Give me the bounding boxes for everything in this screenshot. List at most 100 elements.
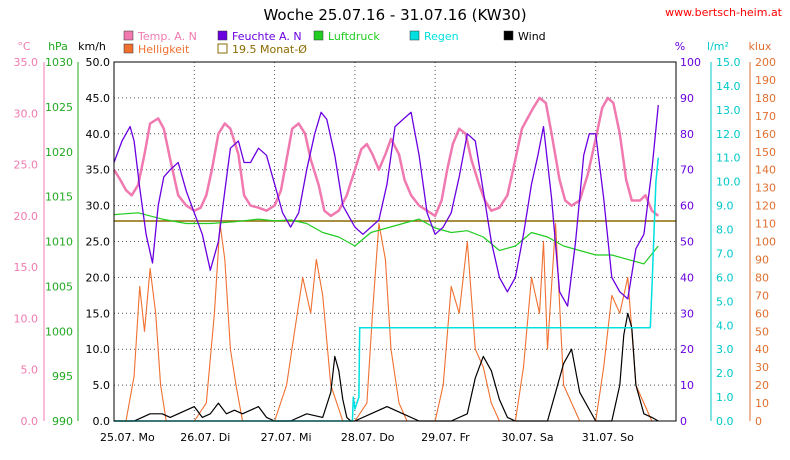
x-tick-label: 31.07. So xyxy=(582,431,634,444)
pressure-tick-label: 1010 xyxy=(45,236,73,249)
x-tick-label: 25.07. Mo xyxy=(100,431,155,444)
wind-tick-label: 5.0 xyxy=(93,379,111,392)
humidity-tick-label: 20 xyxy=(680,343,694,356)
lux-unit-label: klux xyxy=(749,40,772,53)
grid xyxy=(114,62,676,421)
lux-tick-label: 180 xyxy=(755,92,776,105)
legend-label: Helligkeit xyxy=(138,43,190,56)
humidity-tick-label: 0 xyxy=(680,415,687,428)
legend-label: Luftdruck xyxy=(328,30,380,43)
series-line-luftdruck xyxy=(113,212,659,265)
rain-tick-label: 4.0 xyxy=(716,319,734,332)
wind-tick-label: 45.0 xyxy=(86,92,111,105)
rain-tick-label: 3.0 xyxy=(716,343,734,356)
rain-tick-label: 14.0 xyxy=(716,80,741,93)
pressure-tick-label: 995 xyxy=(52,370,73,383)
legend-swatch xyxy=(123,43,134,54)
legend-label: Wind xyxy=(518,30,546,43)
humidity-tick-label: 30 xyxy=(680,307,694,320)
rain-tick-label: 8.0 xyxy=(716,224,734,237)
temp-unit-label: °C xyxy=(17,40,31,53)
humidity-tick-label: 60 xyxy=(680,200,694,213)
x-tick-label: 30.07. Sa xyxy=(501,431,553,444)
temp-tick-label: 35.0 xyxy=(14,56,39,69)
pressure-unit-label: hPa xyxy=(48,40,68,53)
rain-tick-label: 12.0 xyxy=(716,128,741,141)
humidity-tick-label: 40 xyxy=(680,271,694,284)
wind-tick-label: 10.0 xyxy=(86,343,111,356)
lux-tick-label: 190 xyxy=(755,74,776,87)
x-tick-label: 26.07. Di xyxy=(180,431,230,444)
legend-swatch xyxy=(217,43,228,54)
lux-tick-label: 0 xyxy=(755,415,762,428)
legend-swatch xyxy=(409,30,420,41)
legend-label: Temp. A. N xyxy=(137,30,197,43)
wind-tick-label: 25.0 xyxy=(86,236,111,249)
series-line-helligkeit xyxy=(114,222,659,422)
series-line-regen xyxy=(114,157,660,422)
wind-tick-label: 30.0 xyxy=(86,200,111,213)
lux-tick-label: 110 xyxy=(755,218,776,231)
legend: Temp. A. N Feuchte A. N Luftdruck Regen Wind… xyxy=(123,30,546,56)
rain-tick-label: 6.0 xyxy=(716,271,734,284)
legend-label: Feuchte A. N xyxy=(232,30,302,43)
wind-tick-label: 20.0 xyxy=(86,271,111,284)
lux-tick-label: 20 xyxy=(755,379,769,392)
pressure-tick-label: 1000 xyxy=(45,325,73,338)
rain-tick-label: 15.0 xyxy=(716,56,741,69)
legend-label: Regen xyxy=(424,30,459,43)
rain-tick-label: 1.0 xyxy=(716,391,734,404)
rain-unit-label: l/m² xyxy=(707,40,729,53)
legend-swatch xyxy=(503,30,514,41)
x-tick-label: 27.07. Mi xyxy=(261,431,312,444)
lux-tick-label: 100 xyxy=(755,236,776,249)
temp-tick-label: 30.0 xyxy=(14,107,39,120)
rain-tick-label: 9.0 xyxy=(716,200,734,213)
chart-title: Woche 25.07.16 - 31.07.16 (KW30) xyxy=(263,6,526,24)
pressure-tick-label: 1005 xyxy=(45,280,73,293)
lux-tick-label: 120 xyxy=(755,200,776,213)
plot-frame xyxy=(113,61,677,422)
lux-tick-label: 160 xyxy=(755,128,776,141)
wind-unit-label: km/h xyxy=(78,40,106,53)
temp-tick-label: 25.0 xyxy=(14,159,39,172)
lux-tick-label: 140 xyxy=(755,164,776,177)
pressure-tick-label: 990 xyxy=(52,415,73,428)
rain-tick-label: 0.0 xyxy=(716,415,734,428)
temp-tick-label: 10.0 xyxy=(14,312,39,325)
rain-tick-label: 7.0 xyxy=(716,247,734,260)
rain-tick-label: 10.0 xyxy=(716,176,741,189)
humidity-tick-label: 100 xyxy=(680,56,701,69)
humidity-tick-label: 50 xyxy=(680,236,694,249)
lux-tick-label: 150 xyxy=(755,146,776,159)
legend-label: 19.5 Monat-Ø xyxy=(232,43,307,56)
source-link[interactable]: www.bertsch-heim.at xyxy=(665,6,783,19)
x-tick-label: 28.07. Do xyxy=(341,431,395,444)
series-line-feuchte-a-n xyxy=(113,105,659,307)
series-line-wind xyxy=(114,312,659,422)
pressure-tick-label: 1025 xyxy=(45,101,73,114)
temp-tick-label: 5.0 xyxy=(21,364,39,377)
humidity-unit-label: % xyxy=(675,40,685,53)
rain-tick-label: 13.0 xyxy=(716,104,741,117)
legend-swatch xyxy=(217,30,228,41)
lux-tick-label: 60 xyxy=(755,307,769,320)
lux-tick-label: 80 xyxy=(755,271,769,284)
x-tick-label: 29.07. Fr xyxy=(421,431,470,444)
rain-tick-label: 5.0 xyxy=(716,295,734,308)
legend-swatch xyxy=(313,30,324,41)
lux-tick-label: 170 xyxy=(755,110,776,123)
series-line-temp-a-n xyxy=(112,96,660,218)
temp-tick-label: 0.0 xyxy=(21,415,39,428)
lux-tick-label: 50 xyxy=(755,325,769,338)
pressure-tick-label: 1030 xyxy=(45,56,73,69)
rain-tick-label: 11.0 xyxy=(716,152,741,165)
lux-tick-label: 10 xyxy=(755,397,769,410)
wind-tick-label: 40.0 xyxy=(86,128,111,141)
humidity-tick-label: 90 xyxy=(680,92,694,105)
wind-tick-label: 35.0 xyxy=(86,164,111,177)
temp-tick-label: 15.0 xyxy=(14,261,39,274)
wind-tick-label: 0.0 xyxy=(93,415,111,428)
